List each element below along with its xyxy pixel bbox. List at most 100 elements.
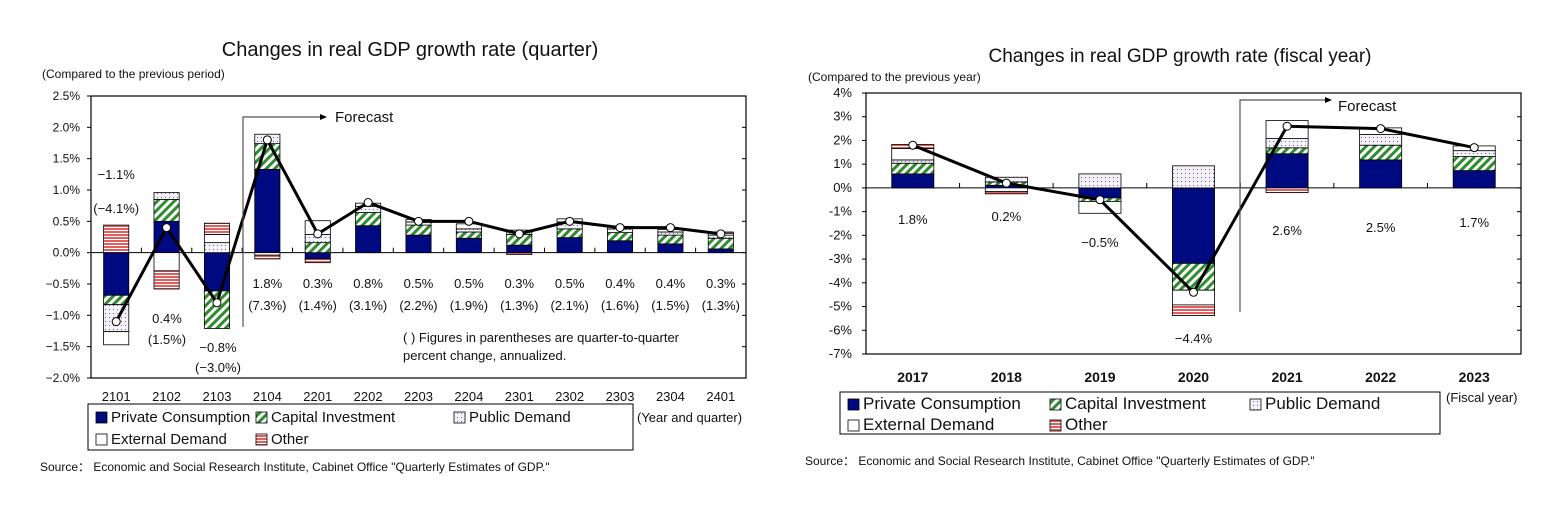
y-tick-label: 1% [833,156,852,171]
legend-label: Public Demand [469,409,571,426]
growth-point [514,229,524,239]
growth-point [1095,195,1105,205]
legend-swatch-public-demand [1249,398,1262,411]
annualized-label: (1.3%) [500,298,538,313]
bar-other [103,224,130,254]
bar-private-consumption [891,173,935,189]
data-label: 0.4% [605,276,635,291]
x-tick-label: 2020 [1178,369,1209,385]
bar-public-demand [203,242,230,254]
bar-public-demand [1359,134,1403,146]
left-xlabel: (Year and quarter) [637,410,742,425]
data-label: 0.5% [555,276,585,291]
bar-capital-investment [355,212,382,227]
x-tick-label: 2103 [203,389,232,404]
growth-point [111,317,121,327]
data-label: 1.8% [253,276,283,291]
bar-capital-investment [455,231,482,239]
data-label: 0.4% [152,311,182,326]
x-tick-label: 2101 [102,389,131,404]
data-label: 0.5% [404,276,434,291]
growth-point [313,229,323,239]
x-tick-label: 2304 [656,389,685,404]
right-ylabel: (Compared to the previous year) [808,70,981,84]
bar-capital-investment [891,162,935,175]
annualized-label: (7.3%) [248,298,286,313]
legend-label: Public Demand [1265,394,1380,413]
data-label: 0.8% [353,276,383,291]
y-tick-label: −0.5% [46,277,81,291]
legend-label: External Demand [863,415,994,434]
y-tick-label: 2% [833,132,852,147]
bar-private-consumption [607,240,634,254]
bar-other [984,191,1028,195]
bar-private-consumption [506,244,533,254]
x-tick-label: 2201 [303,389,332,404]
bar-external-demand [103,331,130,346]
bar-private-consumption [1359,159,1403,189]
data-label: −1.1% [98,167,136,182]
bar-capital-investment [707,237,734,250]
legend-label: Private Consumption [111,409,250,426]
bar-public-demand [891,159,935,164]
y-tick-label: -3% [829,251,853,266]
bar-other [254,254,281,260]
legend-swatch-other [1049,419,1062,432]
y-tick-label: 1.5% [53,152,81,166]
bar-external-demand [153,252,180,272]
legend-swatch-public-demand [453,411,466,424]
data-label: 0.4% [656,276,686,291]
plot-area [865,92,1522,355]
growth-point [716,229,726,239]
y-tick-label: -2% [829,227,853,242]
data-label: 1.7% [1459,215,1489,230]
bar-external-demand [203,234,230,244]
annualized-label: (1.5%) [148,332,186,347]
y-tick-label: -6% [829,322,853,337]
x-tick-label: 2302 [555,389,584,404]
bar-capital-investment [607,232,634,242]
bar-private-consumption [103,252,130,296]
legend-swatch-other [255,433,268,446]
growth-point [615,223,625,233]
bar-capital-investment [153,198,180,222]
bar-private-consumption [657,243,684,254]
legend-label: Other [271,431,309,448]
annualized-label: (1.4%) [299,298,337,313]
right-title: Changes in real GDP growth rate (fiscal … [989,46,1372,67]
bar-other [153,270,180,290]
data-label: 0.3% [706,276,736,291]
bar-other [1172,304,1215,316]
bar-private-consumption [556,237,583,254]
bar-other [1265,187,1309,194]
bar-private-consumption [405,234,432,254]
y-tick-label: 3% [833,109,852,124]
legend-swatch-external-demand [847,419,860,432]
bar-private-consumption [355,225,382,254]
bar-private-consumption [1452,170,1496,189]
bar-other [304,258,331,264]
annualized-label: (3.1%) [349,298,387,313]
x-tick-label: 2021 [1271,369,1302,385]
y-tick-label: −2.0% [46,371,81,385]
bar-private-consumption [254,168,281,254]
data-label: 2.5% [1366,220,1396,235]
forecast-label: Forecast [335,109,394,126]
growth-point [1282,121,1292,131]
bar-public-demand [455,228,482,233]
y-tick-label: -4% [829,275,853,290]
bar-capital-investment [1452,156,1496,171]
growth-point [1469,143,1479,153]
left-source: Source： Economic and Social Research Ins… [40,460,550,474]
x-tick-label: 2018 [991,369,1022,385]
legend-label: Other [1065,415,1108,434]
legend-swatch-capital-investment [255,411,268,424]
bar-private-consumption [455,237,482,254]
y-tick-label: -5% [829,299,853,314]
growth-point [162,223,172,233]
y-tick-label: 2.0% [53,120,81,134]
plot-area [90,95,747,379]
x-tick-label: 2301 [505,389,534,404]
